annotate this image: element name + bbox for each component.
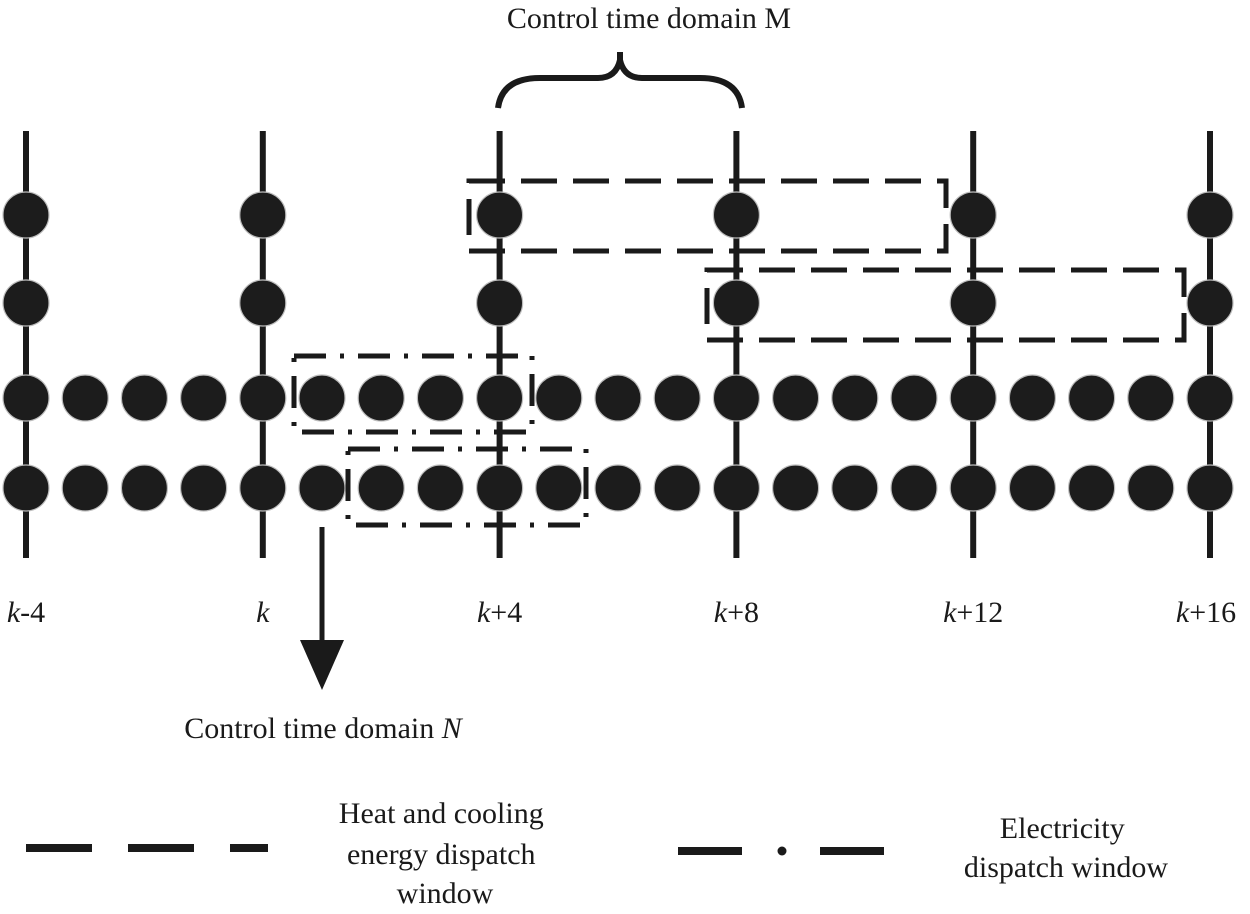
control-domain-m-brace [495,52,745,109]
legend-electricity-swatch-dot [777,846,787,856]
sample-dot [120,464,168,512]
electricity-window-2 [345,446,589,528]
sample-dot [771,464,820,512]
sample-dot [653,464,701,512]
sample-dot [357,464,405,512]
sample-dot [476,374,524,422]
sample-dot [653,374,701,422]
sample-dot [712,374,761,422]
sample-dot [535,374,583,422]
sample-dot [594,464,642,512]
time-tick-label: k+8 [714,596,759,629]
sample-dot [416,374,464,422]
sample-dot [1008,374,1057,422]
sample-dot [1186,191,1234,239]
control-domain-m-label: Control time domain M [507,2,791,35]
sample-dot [949,279,997,327]
sample-dot [1186,374,1234,422]
sample-dots [2,191,1234,512]
control-domain-n-label: Control time domain N [184,712,463,745]
sample-dot [594,374,642,422]
sample-dot [298,374,346,422]
sample-dot [1186,464,1234,512]
sample-dot [2,374,50,422]
sample-dot [831,464,879,512]
sample-dot [1067,464,1116,512]
sample-dot [949,191,997,239]
time-tick-label: k+12 [943,596,1003,629]
sample-dot [180,464,228,512]
sample-dot [180,374,228,422]
sample-dot [1008,464,1057,512]
sample-dot [949,374,997,422]
sample-dot [712,279,761,327]
sample-dot [890,464,938,512]
sample-dot [2,279,50,327]
sample-dot [239,374,287,422]
sample-dot [535,464,583,512]
time-tick-label: k+4 [477,596,522,629]
sample-dot [61,464,109,512]
sample-dot [712,464,761,512]
sample-dot [1127,374,1175,422]
sample-dot [771,374,820,422]
sample-dot [476,279,524,327]
time-tick-label: k [256,596,270,629]
sample-dot [831,374,879,422]
heat-cooling-window-1 [466,178,949,254]
sample-dot [476,464,524,512]
sample-dot [1067,374,1116,422]
sample-dot [239,464,287,512]
sample-dot [120,374,168,422]
sample-dot [949,464,997,512]
sample-dot [712,191,761,239]
sample-dot [890,374,938,422]
legend-heat-cooling-label: Heat and cooling energy dispatch window [339,797,551,910]
sample-dot [298,464,346,512]
sample-dot [239,279,287,327]
heat-cooling-window-2 [704,267,1187,343]
electricity-window-1 [291,353,535,435]
sample-dot [2,191,50,239]
legend-electricity-label: Electricity dispatch window [964,812,1168,884]
time-tick-label: k+16 [1176,596,1236,629]
sample-dot [416,464,464,512]
sample-dot [2,464,50,512]
time-tick-label: k-4 [7,596,45,629]
sample-dot [1127,464,1175,512]
sample-dot [476,191,524,239]
sample-dot [239,191,287,239]
sample-dot [1186,279,1234,327]
time-tick-labels: k-4 k k+4 k+8 k+12 k+16 [7,596,1236,629]
sample-dot [61,374,109,422]
control-domain-n-arrow-head [300,640,344,690]
sample-dot [357,374,405,422]
